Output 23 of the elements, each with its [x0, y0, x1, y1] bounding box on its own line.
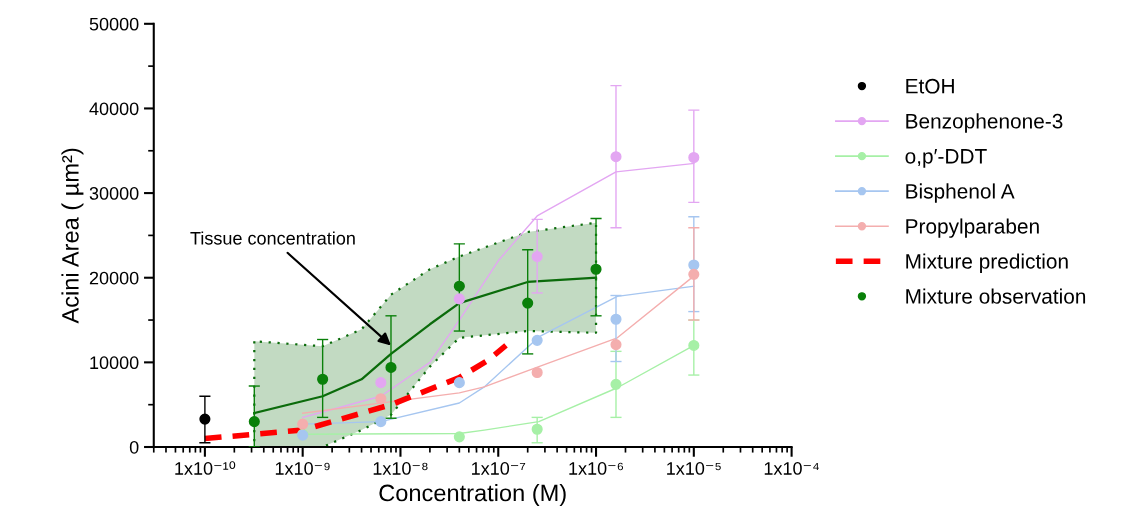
annotation: Tissue concentration: [190, 231, 355, 245]
legend-label: o,p′-DDT: [905, 149, 987, 168]
legend-label: Bisphenol A: [906, 183, 1015, 203]
y-tick-label: 30000: [89, 187, 139, 200]
legend-label: Mixture observation: [906, 288, 1086, 304]
x-tick-label: 1x10⁻⁵: [667, 462, 721, 475]
y-axis-title: Acini Area ( µm²): [61, 148, 84, 324]
y-tick-label: 0: [129, 440, 139, 454]
legend-label: Mixture prediction: [906, 253, 1068, 273]
y-tick-label: 50000: [89, 17, 139, 31]
x-axis-title: Concentration (M): [379, 483, 566, 506]
x-tick-label: 1x10⁻¹⁰: [175, 461, 236, 475]
legend-label: EtOH: [906, 78, 954, 94]
x-tick-label: 1x10⁻⁸: [373, 462, 428, 475]
y-tick-label: 20000: [89, 271, 139, 285]
x-tick-label: 1x10⁻⁹: [275, 462, 330, 475]
y-tick-label: 40000: [89, 102, 139, 116]
x-tick-label: 1x10⁻⁶: [569, 462, 624, 475]
x-tick-label: 1x10⁻⁴: [764, 462, 819, 475]
legend-label: Benzophenone-3: [906, 113, 1063, 133]
y-tick-label: 10000: [90, 356, 139, 370]
legend-label: Propylparaben: [906, 218, 1039, 238]
x-tick-label: 1x10⁻⁷: [472, 462, 526, 475]
